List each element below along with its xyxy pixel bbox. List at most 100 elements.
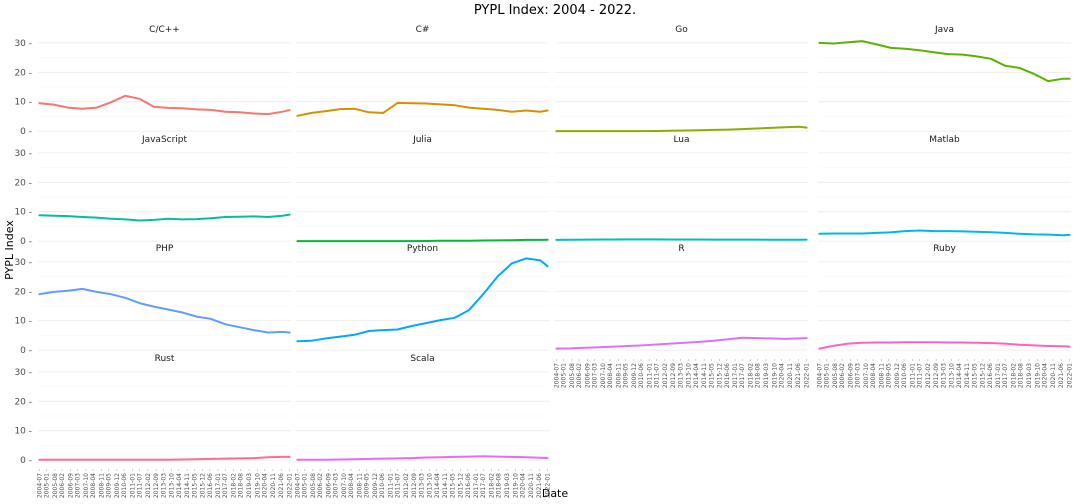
x-tick-label: 2006-09 — [584, 363, 591, 388]
x-tick-label: 2019-10 — [512, 473, 519, 498]
x-tick-label: 2020-04 — [779, 363, 786, 388]
y-tick-label: 30 - — [14, 368, 32, 378]
panel-matlab: Matlab — [818, 135, 1071, 242]
x-tick-label: 2022-01 — [545, 473, 552, 498]
x-tick-label: 2015-05 — [971, 363, 978, 388]
x-tick-label: 2018-08 — [755, 363, 762, 388]
x-tick-label: 2009-05 — [364, 473, 371, 498]
x-tick-label: 2022-01 — [1067, 363, 1074, 388]
strip-label-lua: Lua — [673, 135, 689, 145]
x-tick-label: 2022-01 — [287, 473, 294, 498]
x-tick-label: 2022-01 — [804, 363, 811, 388]
x-tick-label: 2014-04 — [434, 473, 441, 498]
x-tick-label: 2010-06 — [379, 473, 386, 498]
x-tick-label: 2005-01 — [824, 363, 831, 388]
x-tick-label: 2008-11 — [615, 363, 622, 388]
x-tick-label: 2013-10 — [427, 473, 434, 498]
x-tick-label: 2017-01 — [473, 473, 480, 498]
strip-label-c-c: C/C++ — [149, 25, 180, 35]
series-line-java — [818, 40, 1071, 83]
y-tick-label: 0 - — [20, 456, 32, 466]
facet-panels: C/C++ 0 - 10 - 20 - 30 - C# Go Java JavaScript 0 … — [14, 25, 1073, 498]
x-tick-label: 2012-09 — [670, 363, 677, 388]
x-tick-label: 2015-12 — [717, 363, 724, 388]
y-tick-label: 20 - — [14, 178, 32, 188]
x-tick-label: 2004-07 — [553, 363, 560, 388]
panel-rust: Rust 0 - 10 - 20 - 30 - 2004-07 2005-01 2005-08… — [14, 354, 293, 498]
x-tick-label: 2020-11 — [1050, 363, 1057, 388]
x-tick-label: 2017-07 — [222, 473, 229, 498]
x-tick-label: 2014-11 — [442, 473, 449, 498]
y-tick-label: 30 - — [14, 149, 32, 159]
x-tick-label: 2016-06 — [207, 473, 214, 498]
series-line-javascript — [38, 213, 291, 222]
x-tick-label: 2017-07 — [480, 473, 487, 498]
x-tick-label: 2021-06 — [278, 473, 285, 498]
x-tick-label: 2012-02 — [403, 473, 410, 498]
y-axis-title: PYPL Index — [3, 220, 16, 280]
y-tick-label: 10 - — [14, 427, 32, 437]
x-tick-label: 2006-02 — [59, 473, 66, 498]
x-axis-title: Date — [542, 487, 569, 500]
y-tick-label: 10 - — [14, 98, 32, 108]
x-tick-label: 2011-01 — [129, 473, 136, 498]
series-line-php — [38, 287, 291, 334]
x-tick-label: 2017-01 — [732, 363, 739, 388]
x-tick-label: 2018-08 — [1018, 363, 1025, 388]
panel-php: PHP 0 - 10 - 20 - 30 - — [14, 244, 291, 356]
x-tick-label: 2007-10 — [83, 473, 90, 498]
series-line-c — [296, 101, 549, 117]
strip-label-go: Go — [675, 25, 688, 35]
x-tick-label: 2017-07 — [739, 363, 746, 388]
x-tick-label: 2016-06 — [724, 363, 731, 388]
x-tick-label: 2008-04 — [348, 473, 355, 498]
x-tick-label: 2012-02 — [662, 363, 669, 388]
x-tick-label: 2013-10 — [686, 363, 693, 388]
y-tick-label: 10 - — [14, 208, 32, 218]
panel-c: C# — [296, 25, 549, 132]
x-tick-label: 2012-09 — [411, 473, 418, 498]
x-tick-label: 2020-04 — [1042, 363, 1049, 388]
x-tick-label: 2009-05 — [623, 363, 630, 388]
x-tick-label: 2008-04 — [90, 473, 97, 498]
panel-scala: Scala 2004-07 2005-01 2005-08 2006-02 2006-09… — [294, 354, 551, 498]
x-tick-label: 2007-03 — [75, 473, 82, 498]
x-tick-label: 2018-08 — [238, 473, 245, 498]
x-tick-label: 2009-12 — [631, 363, 638, 388]
panel-lua: Lua — [555, 135, 808, 242]
x-tick-label: 2006-09 — [847, 363, 854, 388]
x-tick-label: 2009-05 — [106, 473, 113, 498]
strip-label-r: R — [678, 244, 684, 254]
x-tick-label: 2011-01 — [909, 363, 916, 388]
x-tick-label: 2017-01 — [215, 473, 222, 498]
x-tick-label: 2015-05 — [191, 473, 198, 498]
x-tick-label: 2021-06 — [536, 473, 543, 498]
series-line-rust — [38, 455, 291, 461]
x-tick-label: 2013-03 — [677, 363, 684, 388]
x-tick-label: 2020-04 — [262, 473, 269, 498]
x-tick-label: 2011-01 — [646, 363, 653, 388]
x-tick-label: 2006-02 — [317, 473, 324, 498]
x-tick-label: 2012-09 — [933, 363, 940, 388]
x-tick-label: 2005-01 — [302, 473, 309, 498]
x-tick-label: 2008-11 — [356, 473, 363, 498]
series-line-python — [296, 257, 549, 343]
x-tick-label: 2019-03 — [763, 363, 770, 388]
x-tick-label: 2016-06 — [465, 473, 472, 498]
x-tick-label: 2011-07 — [654, 363, 661, 388]
x-tick-label: 2009-12 — [894, 363, 901, 388]
strip-label-scala: Scala — [410, 354, 434, 364]
x-tick-label: 2018-08 — [496, 473, 503, 498]
x-tick-label: 2008-11 — [98, 473, 105, 498]
series-line-c-c — [38, 94, 291, 116]
x-tick-label: 2015-12 — [458, 473, 465, 498]
x-tick-label: 2014-11 — [964, 363, 971, 388]
y-tick-label: 10 - — [14, 317, 32, 327]
series-line-scala — [296, 455, 549, 461]
x-tick-label: 2005-01 — [44, 473, 51, 498]
x-tick-label: 2014-11 — [184, 473, 191, 498]
y-tick-label: 0 - — [20, 127, 32, 137]
x-tick-label: 2018-02 — [1011, 363, 1018, 388]
panel-javascript: JavaScript 0 - 10 - 20 - 30 - — [14, 135, 291, 247]
